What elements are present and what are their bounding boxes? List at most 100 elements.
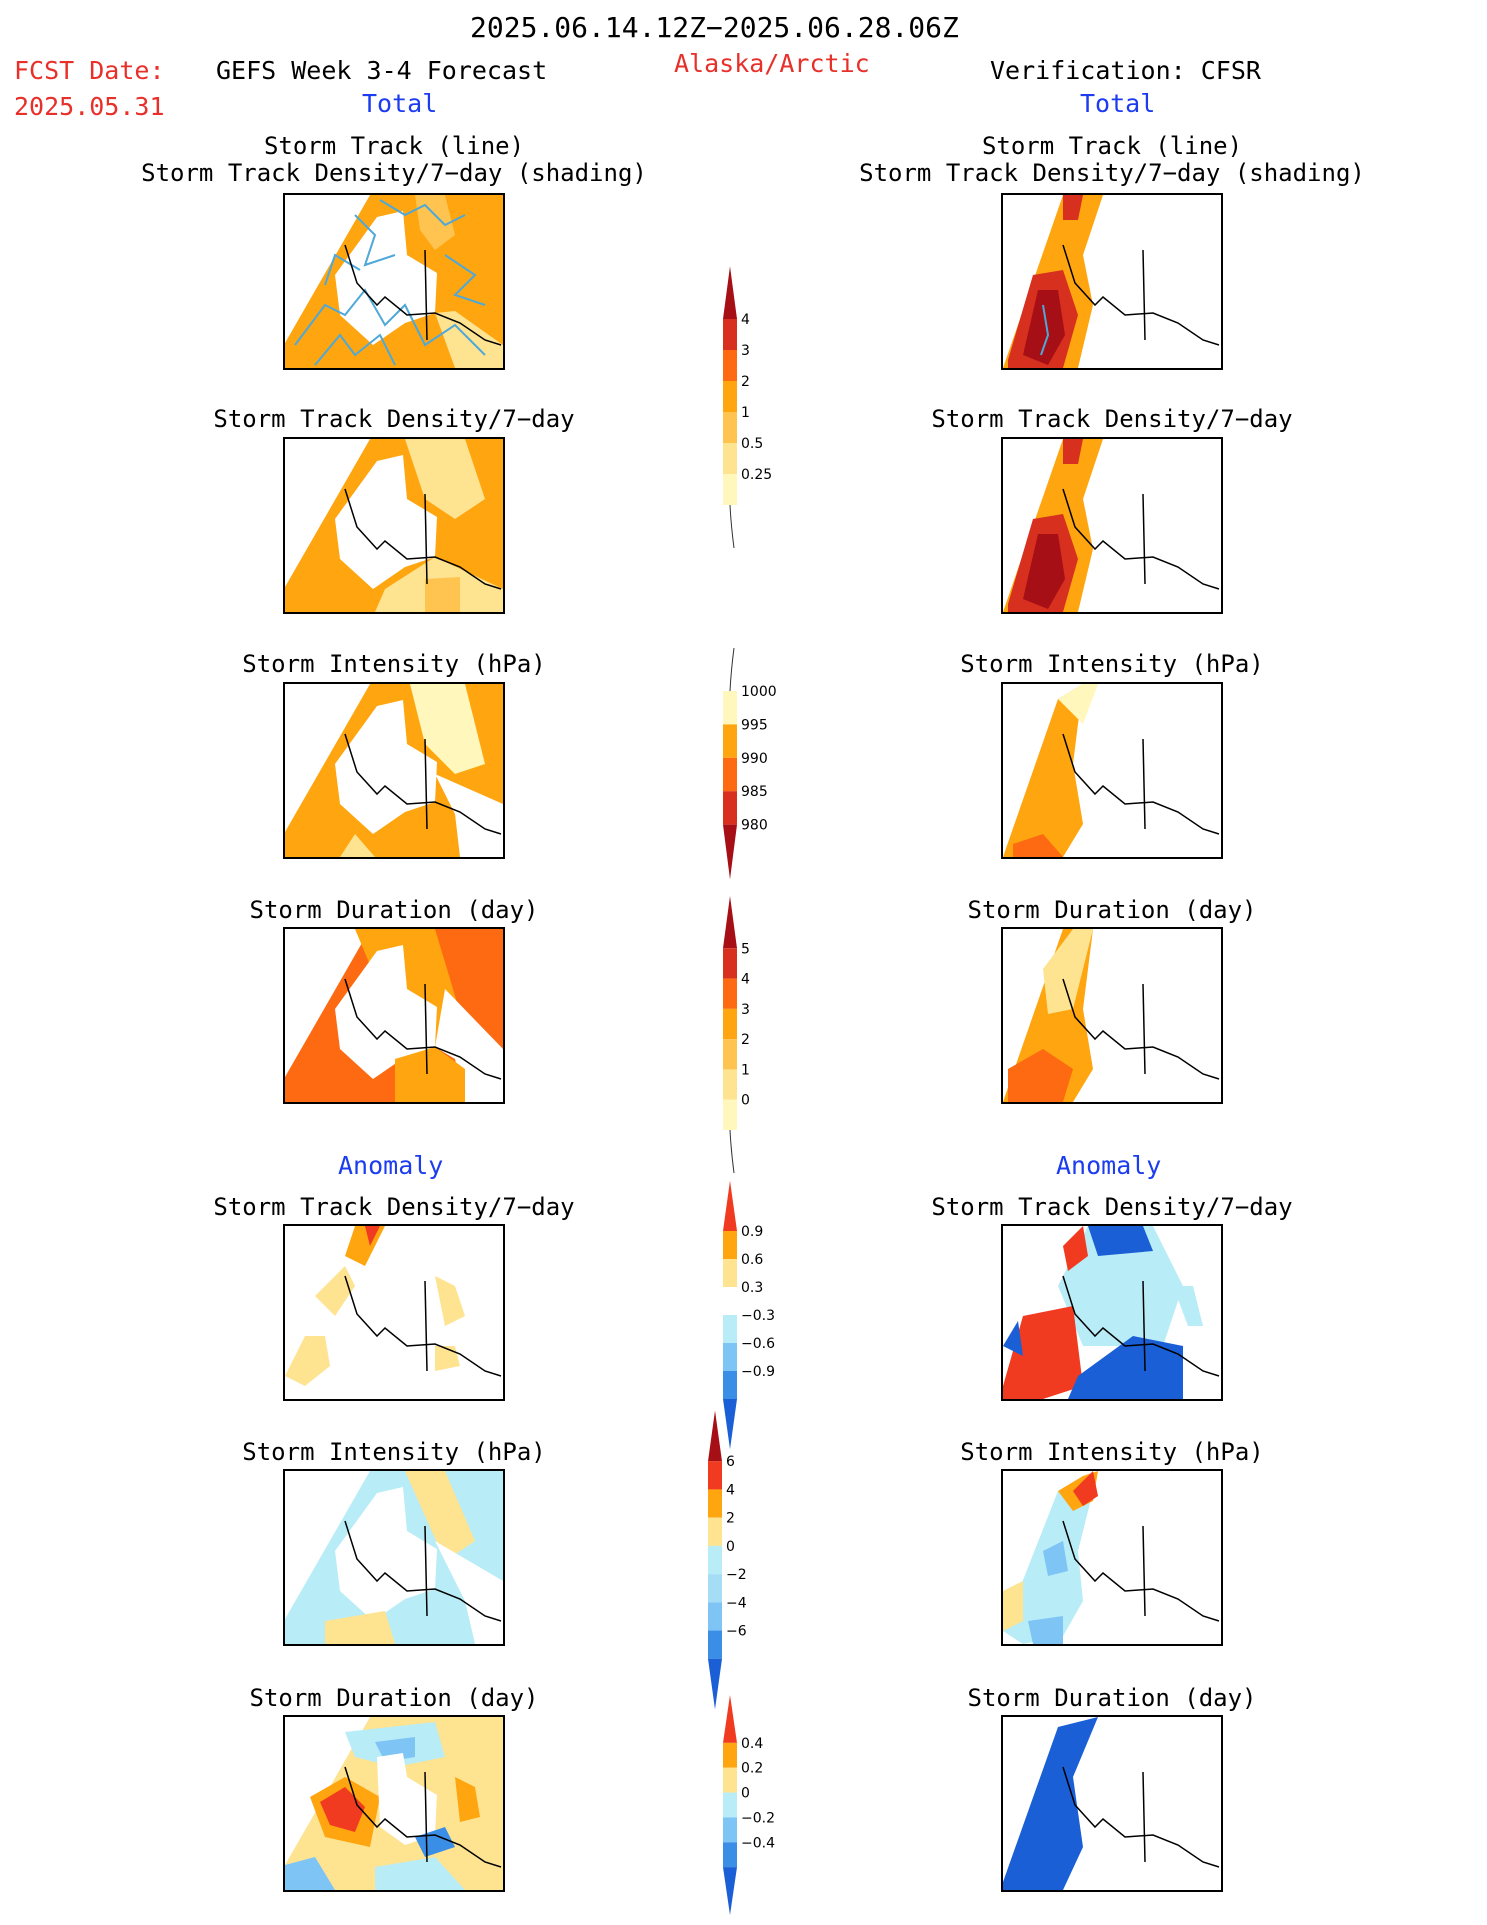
colorbar-swatch	[723, 791, 737, 825]
colorbar-swatch	[723, 1315, 737, 1343]
colorbar-tick-label: 0.6	[741, 1252, 763, 1268]
total-label-right: Total	[1080, 89, 1156, 118]
colorbar-tick-label: −0.3	[741, 1308, 775, 1324]
colorbar-swatch	[723, 1180, 737, 1231]
colorbar-swatch	[723, 691, 737, 725]
colorbar-tick-label: 990	[741, 751, 768, 767]
colorbar-tick-label: 985	[741, 784, 768, 800]
colorbar-swatch	[723, 1343, 737, 1371]
colorbar-tick-label: 2	[741, 374, 750, 390]
right-panel-3-title: Storm Intensity (hPa)	[960, 650, 1264, 678]
colorbar-tick-label: 0	[741, 1786, 750, 1802]
right-panel-1-title-2: Storm Track Density/7−day (shading)	[859, 159, 1365, 187]
border-line	[424, 249, 428, 341]
map-left-density-anomaly	[283, 1224, 505, 1401]
right-panel-2-title: Storm Track Density/7−day	[931, 405, 1293, 433]
colorbar-tick-label: 0	[726, 1539, 735, 1555]
map-left-density	[283, 437, 505, 614]
left-panel-1-title-2: Storm Track Density/7−day (shading)	[141, 159, 647, 187]
colorbar-intensity-anomaly: 6 4 2 0 −2 −4 −6	[708, 1410, 747, 1710]
colorbar-tick-label: 0.5	[741, 436, 763, 452]
map-right-density	[1001, 437, 1223, 614]
fcst-date-label: FCST Date:	[14, 56, 165, 85]
fcst-date-value: 2025.05.31	[14, 92, 165, 121]
colorbar-swatch	[723, 1399, 737, 1450]
colorbar-swatch	[723, 824, 737, 880]
left-panel-2-title: Storm Track Density/7−day	[213, 405, 575, 433]
colorbar-swatch	[723, 1008, 737, 1040]
colorbar-tick-label: −0.4	[741, 1835, 775, 1851]
date-range-title: 2025.06.14.12Z−2025.06.28.06Z	[470, 11, 959, 44]
colorbar-swatch	[723, 350, 737, 381]
right-panel-6-title: Storm Intensity (hPa)	[960, 1438, 1264, 1466]
colorbar-tick-label: 0.2	[741, 1761, 763, 1777]
map-left-duration	[283, 927, 505, 1104]
colorbar-tick-label: −2	[726, 1567, 747, 1583]
left-panel-5-title: Storm Track Density/7−day	[213, 1193, 575, 1221]
colorbar-tail	[729, 647, 735, 692]
left-panel-6-title: Storm Intensity (hPa)	[242, 1438, 546, 1466]
colorbar-swatch	[723, 1767, 737, 1793]
colorbar-tick-label: 4	[741, 312, 750, 328]
colorbar-tick-label: 4	[726, 1482, 735, 1498]
coastline	[344, 244, 502, 346]
colorbar-duration-anomaly: 0.4 0.2 0 −0.2 −0.4	[723, 1694, 775, 1916]
map-left-intensity-anomaly	[283, 1469, 505, 1646]
colorbar-tick-label: 0.4	[741, 1736, 763, 1752]
colorbar-tick-label: 3	[741, 343, 750, 359]
left-panel-3-title: Storm Intensity (hPa)	[242, 650, 546, 678]
map-right-density-anomaly	[1001, 1224, 1223, 1401]
map-right-intensity	[1001, 682, 1223, 859]
colorbar-swatch	[723, 1069, 737, 1100]
colorbar-swatch	[723, 412, 737, 443]
colorbar-swatch	[723, 1694, 737, 1743]
colorbar-swatch	[708, 1658, 722, 1710]
colorbar-tick-label: 2	[726, 1511, 735, 1527]
left-panel-7-title: Storm Duration (day)	[249, 1684, 539, 1712]
colorbar-swatch	[708, 1517, 722, 1546]
colorbar-swatch	[708, 1574, 722, 1603]
colorbar-tick-label: −0.9	[741, 1364, 775, 1380]
colorbar-duration-total: 5 4 3 2 1 0	[723, 896, 750, 1174]
colorbar-tick-label: −0.2	[741, 1810, 775, 1826]
colorbar-tick-label: 6	[726, 1454, 735, 1470]
left-panel-4-title: Storm Duration (day)	[249, 896, 539, 924]
colorbar-swatch	[723, 1792, 737, 1818]
colorbar-swatch	[723, 1867, 737, 1916]
colorbar-swatch	[723, 1742, 737, 1768]
colorbar-swatch	[708, 1630, 722, 1659]
map-left-intensity	[283, 682, 505, 859]
colorbar-swatch	[708, 1545, 722, 1575]
right-panel-4-title: Storm Duration (day)	[967, 896, 1257, 924]
colorbar-tick-label: 1	[741, 1062, 750, 1078]
total-label-left: Total	[362, 89, 438, 118]
colorbar-tick-label: −6	[726, 1624, 747, 1640]
colorbar-tick-label: −4	[726, 1595, 747, 1611]
colorbar-density-total: 4 3 2 1 0.5 0.25	[723, 266, 772, 549]
right-panel-1-title-1: Storm Track (line)	[981, 132, 1243, 160]
anomaly-label-left: Anomaly	[338, 1151, 444, 1180]
colorbar-swatch	[723, 1099, 737, 1130]
anomaly-label-right: Anomaly	[1056, 1151, 1162, 1180]
colorbar-swatch	[723, 948, 737, 979]
colorbar-swatch	[723, 1842, 737, 1868]
map-left-track-density	[283, 193, 505, 370]
colorbar-tick-label: 1	[741, 405, 750, 421]
colorbar-swatch	[723, 443, 737, 474]
right-panel-7-title: Storm Duration (day)	[967, 1684, 1257, 1712]
colorbar-tick-label: 0	[741, 1093, 750, 1109]
colorbar-intensity-total: 1000 995 990 985 980	[723, 647, 777, 880]
colorbar-swatch	[723, 1231, 737, 1259]
colorbar-swatch	[708, 1461, 722, 1490]
colorbar-tick-label: 3	[741, 1002, 750, 1018]
map-left-duration-anomaly	[283, 1715, 505, 1892]
colorbar-swatch	[723, 896, 737, 949]
colorbar-swatch	[723, 978, 737, 1009]
storm-track-line	[294, 288, 486, 356]
colorbar-density-anomaly: 0.9 0.6 0.3 −0.3 −0.6 −0.9	[723, 1180, 775, 1450]
map-right-intensity-anomaly	[1001, 1469, 1223, 1646]
colorbar-swatch	[723, 1371, 737, 1399]
verification-title: Verification: CFSR	[990, 56, 1261, 85]
colorbar-tick-label: 5	[741, 941, 750, 957]
colorbar-tick-label: 4	[741, 972, 750, 988]
